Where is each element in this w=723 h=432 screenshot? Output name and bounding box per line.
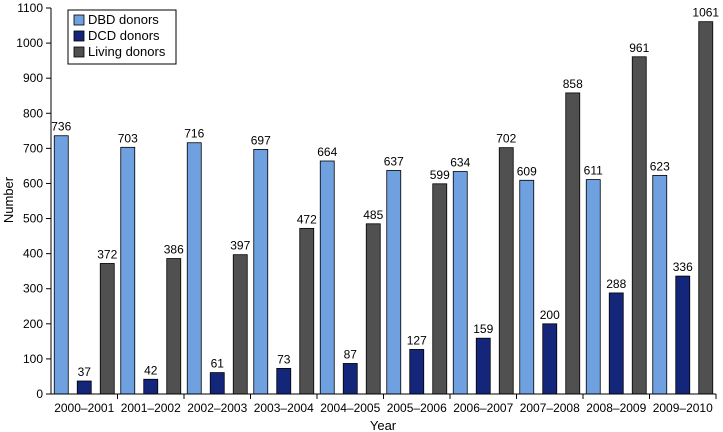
bar bbox=[631, 56, 647, 395]
bar-data-label: 472 bbox=[297, 212, 317, 226]
y-tick-label: 1000 bbox=[16, 36, 43, 50]
bar bbox=[432, 183, 448, 395]
bar bbox=[186, 142, 202, 395]
bar bbox=[342, 363, 358, 395]
bars: 736 37 372 703 42 386 716 61 397 697 73 472 664 87 485… bbox=[51, 6, 719, 395]
bar-data-label: 611 bbox=[584, 164, 603, 178]
y-tick-label: 700 bbox=[23, 141, 43, 155]
bar-data-label: 336 bbox=[673, 260, 693, 274]
bar bbox=[475, 337, 491, 395]
bar bbox=[652, 174, 668, 395]
bar bbox=[209, 372, 225, 395]
bar bbox=[53, 135, 69, 395]
x-tick-label: 2004–2005 bbox=[320, 401, 380, 415]
bar bbox=[76, 380, 92, 395]
bar-data-label: 159 bbox=[473, 322, 493, 336]
y-axis-ticks: 0 100 200 300 400 500 600 700 800 900 1000 1100 bbox=[16, 1, 51, 401]
bar-data-label: 372 bbox=[97, 247, 117, 261]
bar-data-label: 200 bbox=[540, 308, 560, 322]
y-tick-label: 100 bbox=[23, 352, 43, 366]
bar bbox=[253, 149, 269, 395]
bar-data-label: 736 bbox=[51, 120, 71, 134]
bar-data-label: 609 bbox=[517, 164, 537, 178]
y-tick-label: 400 bbox=[23, 247, 43, 261]
bar-data-label: 703 bbox=[118, 131, 138, 145]
y-tick-label: 600 bbox=[23, 176, 43, 190]
x-tick-label: 2006–2007 bbox=[453, 401, 513, 415]
legend-label: DCD donors bbox=[88, 28, 160, 43]
bar-data-label: 1061 bbox=[692, 6, 719, 20]
legend-box bbox=[67, 9, 177, 65]
bar bbox=[319, 160, 335, 395]
x-tick-label: 2000–2001 bbox=[54, 401, 114, 415]
bar bbox=[276, 367, 292, 395]
bar-data-label: 73 bbox=[277, 352, 291, 366]
bar-data-label: 42 bbox=[144, 363, 158, 377]
legend-swatch bbox=[73, 30, 85, 42]
bar-data-label: 397 bbox=[230, 239, 250, 253]
legend-swatch bbox=[73, 14, 85, 26]
y-tick-label: 300 bbox=[23, 282, 43, 296]
legend-label: DBD donors bbox=[88, 12, 159, 27]
bar-data-label: 61 bbox=[211, 357, 225, 371]
x-tick-label: 2007–2008 bbox=[520, 401, 580, 415]
x-tick-label: 2001–2002 bbox=[121, 401, 181, 415]
y-tick-label: 1100 bbox=[17, 1, 43, 15]
bar bbox=[565, 92, 581, 395]
bar-data-label: 634 bbox=[450, 156, 470, 170]
x-axis-ticks: 2000–2001 2001–2002 2002–2003 2003–2004 2004… bbox=[54, 394, 717, 415]
bar bbox=[120, 146, 136, 395]
bar bbox=[143, 378, 159, 395]
bar-data-label: 37 bbox=[78, 365, 92, 379]
bar bbox=[498, 147, 514, 395]
bar-data-label: 702 bbox=[496, 132, 516, 146]
legend-swatch bbox=[73, 46, 85, 58]
bar bbox=[166, 258, 182, 395]
bar-data-label: 127 bbox=[407, 333, 427, 347]
axes bbox=[50, 8, 716, 395]
bar bbox=[365, 223, 381, 395]
bar-data-label: 485 bbox=[363, 208, 383, 222]
bar-data-label: 716 bbox=[184, 127, 204, 141]
bar-data-label: 288 bbox=[606, 277, 626, 291]
bar bbox=[409, 349, 425, 395]
x-tick-label: 2002–2003 bbox=[187, 401, 247, 415]
bar-data-label: 858 bbox=[563, 77, 583, 91]
bar-data-label: 599 bbox=[430, 168, 450, 182]
x-tick-label: 2005–2006 bbox=[387, 401, 447, 415]
bar-data-label: 697 bbox=[251, 133, 271, 147]
x-tick-label: 2003–2004 bbox=[254, 401, 314, 415]
bar bbox=[99, 263, 115, 395]
x-tick-label: 2008–2009 bbox=[586, 401, 646, 415]
bar bbox=[675, 275, 691, 395]
bar bbox=[452, 171, 468, 395]
bar-data-label: 623 bbox=[650, 159, 670, 173]
bar bbox=[386, 170, 402, 395]
y-tick-label: 0 bbox=[36, 387, 43, 401]
bar-data-label: 386 bbox=[164, 243, 184, 257]
bar bbox=[698, 21, 714, 395]
y-tick-label: 800 bbox=[23, 106, 43, 120]
bar-data-label: 961 bbox=[629, 41, 649, 55]
y-tick-label: 900 bbox=[23, 71, 43, 85]
x-axis-title: Year bbox=[370, 418, 397, 432]
bar bbox=[585, 179, 601, 395]
y-axis-title: Number bbox=[1, 176, 16, 223]
bar-data-label: 664 bbox=[317, 145, 337, 159]
y-tick-label: 200 bbox=[23, 317, 43, 331]
bar-data-label: 637 bbox=[384, 154, 404, 168]
bar bbox=[542, 323, 558, 395]
bar bbox=[519, 179, 535, 395]
bar bbox=[608, 292, 624, 395]
y-tick-label: 500 bbox=[23, 212, 43, 226]
legend-label: Living donors bbox=[88, 44, 166, 59]
bar bbox=[299, 227, 315, 395]
x-tick-label: 2009–2010 bbox=[653, 401, 713, 415]
bar bbox=[232, 254, 248, 395]
bar-data-label: 87 bbox=[344, 347, 358, 361]
